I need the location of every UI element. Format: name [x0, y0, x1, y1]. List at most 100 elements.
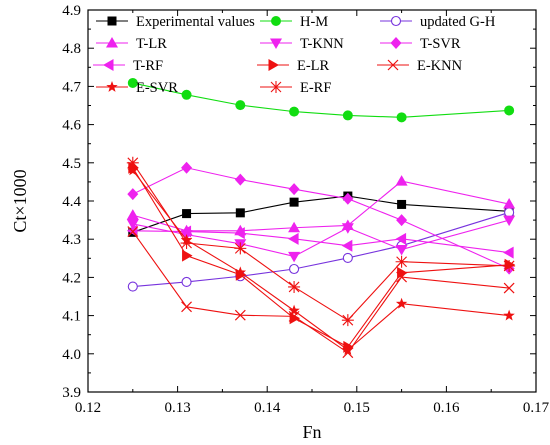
legend: Experimental values H-M updated G-H T-LR T-K…: [93, 14, 496, 96]
data-point: [127, 77, 138, 88]
legend-swatch-marker: [270, 38, 282, 49]
legend-item: Experimental values: [96, 14, 255, 30]
legend-label: Experimental values: [136, 14, 255, 30]
data-point: [503, 215, 516, 227]
data-point: [289, 197, 299, 207]
data-point: [182, 209, 192, 219]
legend-swatch-marker: [107, 16, 117, 26]
series-line: [132, 231, 510, 354]
legend-item: E-LR: [257, 58, 330, 74]
y-tick-label: 4.7: [62, 79, 81, 95]
legend-label: E-KNN: [417, 58, 463, 74]
data-point: [180, 225, 192, 238]
data-point: [181, 89, 192, 100]
y-tick-label: 4.0: [62, 347, 81, 363]
series-layer: [126, 77, 516, 359]
legend-label: T-SVR: [420, 36, 461, 52]
data-point: [180, 237, 193, 250]
legend-item: H-M: [260, 14, 328, 30]
legend-label: E-LR: [297, 58, 330, 74]
y-tick-label: 3.9: [62, 385, 81, 401]
series-updated-g-h: [127, 207, 515, 292]
y-tick-label: 4.5: [62, 156, 81, 172]
data-point: [503, 282, 515, 294]
data-point: [234, 309, 246, 321]
data-point: [504, 105, 515, 116]
data-point: [341, 223, 354, 234]
data-point: [235, 100, 246, 111]
x-tick-label: 0.12: [75, 400, 101, 416]
axis-ticks: 0.12 0.13 0.14 0.15 0.16 0.17 3.9 4.0 4.1 4.2 4.3 4…: [62, 3, 549, 416]
data-point: [342, 343, 354, 355]
data-point: [395, 255, 408, 268]
data-point: [342, 110, 353, 121]
series-line: [132, 211, 510, 288]
data-point: [181, 276, 192, 288]
data-point: [127, 281, 138, 292]
series-line: [132, 167, 510, 270]
legend-swatch-marker: [268, 59, 279, 71]
legend-item: T-LR: [96, 36, 167, 52]
series-line: [132, 170, 510, 351]
series-t-rf: [126, 224, 514, 259]
series-e-lr: [128, 161, 516, 353]
legend-swatch-marker: [106, 37, 118, 48]
data-point: [234, 173, 246, 186]
legend-label: T-KNN: [300, 36, 344, 52]
legend-swatch-marker: [103, 59, 114, 71]
legend-swatch-marker: [270, 81, 282, 93]
data-point: [288, 221, 301, 233]
legend-label: E-SVR: [136, 80, 178, 96]
series-t-lr: [126, 175, 516, 236]
series-e-rf: [126, 156, 516, 327]
data-point: [289, 106, 300, 117]
legend-label: E-RF: [300, 80, 331, 96]
data-point: [235, 208, 245, 218]
data-point: [503, 259, 516, 272]
series-h-m: [127, 77, 515, 123]
data-point: [341, 239, 353, 252]
legend-label: T-LR: [136, 36, 167, 52]
data-point: [395, 175, 408, 186]
x-tick-label: 0.13: [164, 400, 190, 416]
data-point: [396, 271, 408, 283]
data-point: [396, 214, 408, 227]
legend-item: E-RF: [260, 80, 331, 96]
y-tick-label: 4.9: [62, 3, 81, 19]
data-point: [503, 309, 515, 321]
legend-swatch-marker: [106, 81, 118, 92]
legend-item: T-RF: [93, 58, 163, 74]
data-point: [126, 209, 139, 220]
x-tick-label: 0.14: [254, 400, 281, 416]
legend-item: E-KNN: [377, 58, 463, 74]
data-point: [396, 112, 407, 123]
data-point: [127, 188, 139, 201]
x-tick-label: 0.15: [344, 400, 370, 416]
data-point: [288, 183, 300, 196]
data-point: [127, 164, 139, 176]
legend-swatch-marker: [390, 15, 402, 27]
legend-swatch-marker: [390, 37, 402, 49]
legend-label: H-M: [300, 14, 328, 30]
y-axis-title: Ct×1000: [10, 169, 30, 232]
data-point: [288, 232, 299, 245]
x-tick-label: 0.16: [433, 400, 460, 416]
data-point: [234, 227, 245, 240]
data-point: [126, 219, 139, 230]
legend-label: updated G-H: [420, 14, 496, 30]
data-point: [288, 304, 300, 316]
data-point: [395, 297, 408, 309]
x-tick-label: 0.17: [523, 400, 550, 416]
y-tick-label: 4.4: [62, 194, 81, 210]
data-point: [342, 252, 353, 263]
data-point: [182, 249, 193, 262]
y-tick-label: 4.8: [62, 41, 81, 57]
y-tick-label: 4.3: [62, 232, 81, 248]
series-line: [132, 180, 510, 232]
y-tick-label: 4.6: [62, 118, 81, 134]
legend-item: updated G-H: [380, 14, 496, 30]
data-point: [395, 245, 408, 256]
data-point: [288, 251, 301, 263]
legend-item: T-SVR: [380, 36, 461, 52]
